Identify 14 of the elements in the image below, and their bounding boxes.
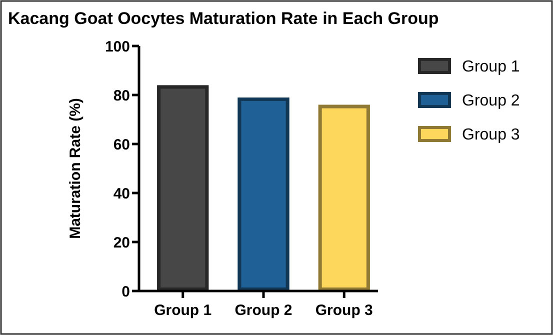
x-tick-label: Group 2 bbox=[234, 302, 292, 319]
y-tick-label: 80 bbox=[113, 87, 130, 104]
y-axis-title: Maturation Rate (%) bbox=[67, 98, 84, 239]
legend-label: Group 2 bbox=[462, 92, 520, 110]
y-tick-label: 100 bbox=[104, 38, 130, 56]
legend-label: Group 1 bbox=[462, 58, 520, 76]
y-tick-label: 20 bbox=[113, 234, 130, 252]
legend-label: Group 3 bbox=[462, 126, 520, 144]
chart-title: Kacang Goat Oocytes Maturation Rate in Each Group bbox=[8, 9, 439, 28]
x-tick-label: Group 3 bbox=[315, 302, 373, 319]
y-tick-label: 60 bbox=[113, 136, 130, 154]
x-tick-label: Group 1 bbox=[154, 302, 212, 319]
y-tick-label: 40 bbox=[113, 185, 130, 202]
y-tick-label: 0 bbox=[122, 283, 130, 300]
